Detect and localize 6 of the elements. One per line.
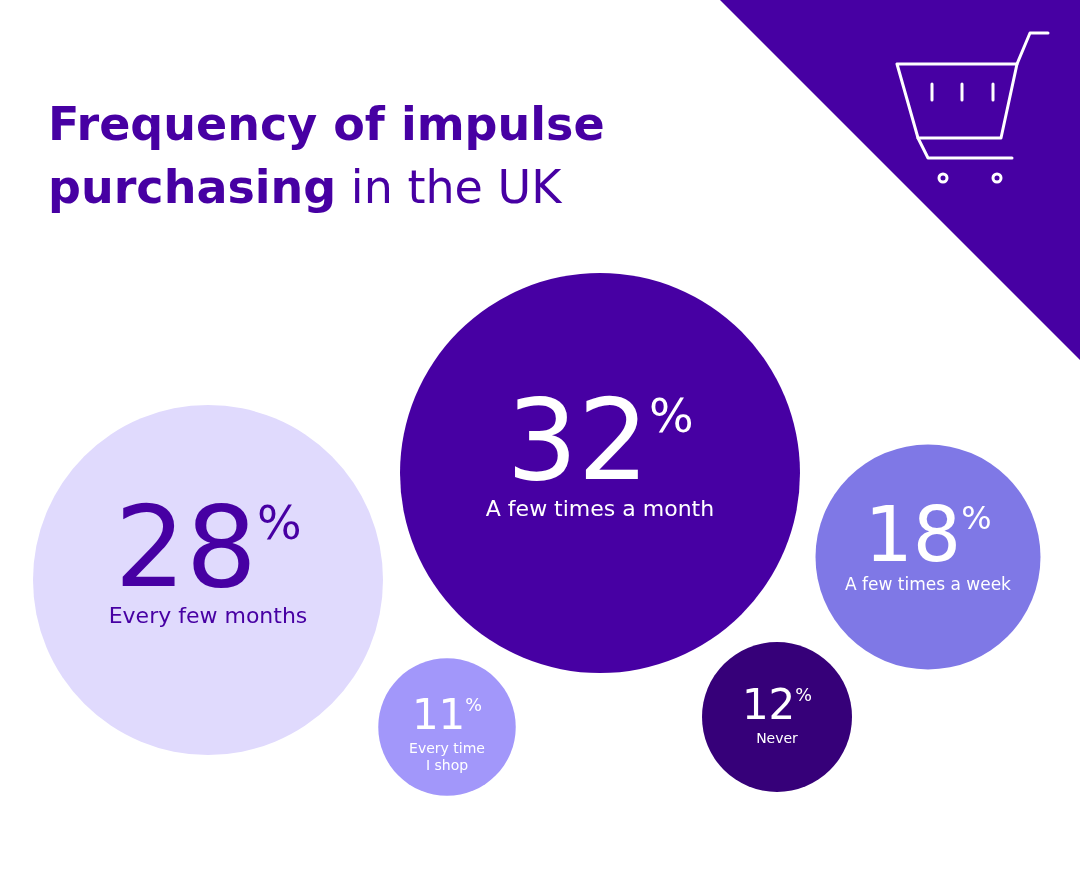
category-label: A few times a week: [845, 573, 1012, 594]
data-label: 11$^{%}$: [411, 690, 483, 740]
data-label: 12$^{%}$: [741, 680, 813, 730]
text: Frequency of impulse purchasing in the UK: [48, 97, 605, 214]
category-label: Never: [756, 729, 799, 746]
category-label: Every time I shop: [409, 739, 485, 773]
